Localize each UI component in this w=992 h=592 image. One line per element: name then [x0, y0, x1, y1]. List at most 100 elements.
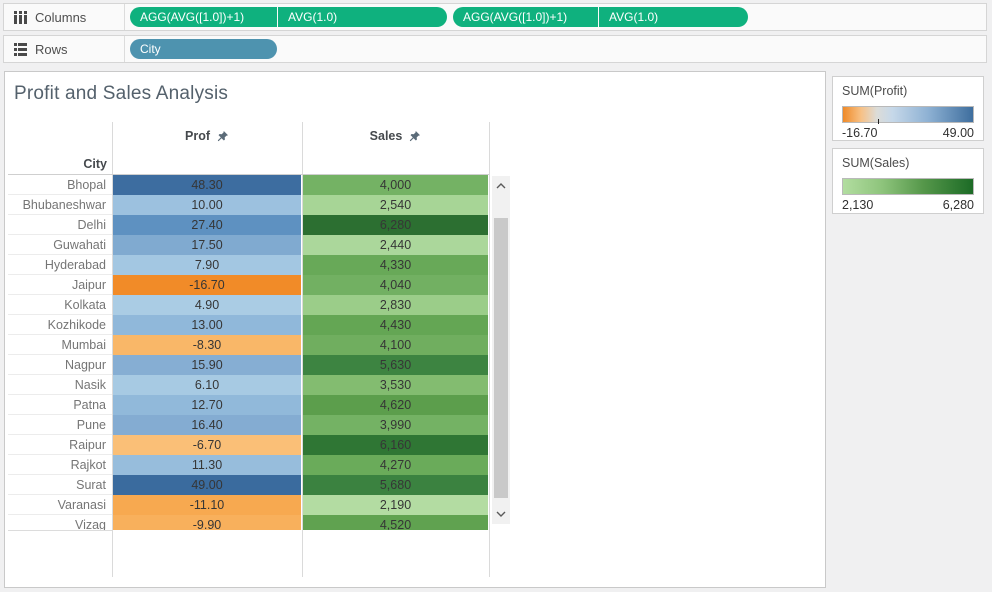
sales-cell[interactable]: 2,540	[303, 195, 488, 215]
sales-cell[interactable]: 2,830	[303, 295, 488, 315]
row-label-city[interactable]: Jaipur	[8, 275, 112, 295]
table-row: Surat 49.00 5,680	[8, 475, 489, 495]
profit-cell[interactable]: 6.10	[113, 375, 301, 395]
profit-cell[interactable]: -9.90	[113, 515, 301, 530]
row-dimension-header[interactable]: City	[83, 157, 107, 171]
table-row: Patna 12.70 4,620	[8, 395, 489, 415]
sales-legend-min: 2,130	[842, 198, 874, 212]
sales-legend-title: SUM(Sales)	[842, 156, 910, 170]
sales-cell[interactable]: 4,430	[303, 315, 488, 335]
sales-cell[interactable]: 4,040	[303, 275, 488, 295]
profit-cell[interactable]: 15.90	[113, 355, 301, 375]
row-label-city[interactable]: Vizag	[8, 515, 112, 531]
worksheet-canvas: Profit and Sales Analysis Prof Sales Cit…	[4, 71, 826, 588]
rows-shelf-text: Rows	[35, 41, 68, 57]
columns-shelf[interactable]: Columns AGG(AVG([1.0])+1) AVG(1.0) AGG(A…	[3, 3, 987, 31]
pin-icon[interactable]	[408, 130, 421, 143]
profit-cell[interactable]: 48.30	[113, 175, 301, 195]
row-label-city[interactable]: Delhi	[8, 215, 112, 235]
profit-cell[interactable]: 27.40	[113, 215, 301, 235]
profit-cell[interactable]: 10.00	[113, 195, 301, 215]
sales-cell[interactable]: 4,330	[303, 255, 488, 275]
profit-color-legend[interactable]: SUM(Profit) -16.70 49.00	[832, 76, 984, 141]
profit-cell[interactable]: 49.00	[113, 475, 301, 495]
row-label-city[interactable]: Kozhikode	[8, 315, 112, 335]
profit-cell[interactable]: -16.70	[113, 275, 301, 295]
vertical-scrollbar[interactable]	[492, 176, 510, 524]
sales-legend-max: 6,280	[942, 198, 974, 212]
column-divider	[489, 122, 490, 577]
table-rows: Bhopal 48.30 4,000 Bhubaneshwar 10.00 2,…	[8, 175, 489, 530]
sales-cell[interactable]: 3,530	[303, 375, 488, 395]
columns-shelf-text: Columns	[35, 9, 87, 25]
row-label-city[interactable]: Guwahati	[8, 235, 112, 255]
row-label-city[interactable]: Kolkata	[8, 295, 112, 315]
sales-cell[interactable]: 6,280	[303, 215, 488, 235]
sales-cell[interactable]: 2,190	[303, 495, 488, 515]
table-row: Kolkata 4.90 2,830	[8, 295, 489, 315]
sales-cell[interactable]: 3,990	[303, 415, 488, 435]
column-header-prof-label: Prof	[185, 129, 210, 143]
table-row: Delhi 27.40 6,280	[8, 215, 489, 235]
sales-cell[interactable]: 4,270	[303, 455, 488, 475]
profit-cell[interactable]: 4.90	[113, 295, 301, 315]
profit-gradient-bar	[842, 106, 974, 124]
scroll-up-button[interactable]	[492, 176, 510, 196]
row-label-city[interactable]: Nagpur	[8, 355, 112, 375]
clip-edge-line	[8, 530, 112, 531]
row-label-city[interactable]: Patna	[8, 395, 112, 415]
columns-shelf-label: Columns	[4, 4, 125, 30]
header-underline	[8, 174, 489, 175]
row-label-city[interactable]: Bhopal	[8, 175, 112, 195]
sales-cell[interactable]: 5,680	[303, 475, 488, 495]
sales-cell[interactable]: 4,520	[303, 515, 488, 530]
table-row: Bhubaneshwar 10.00 2,540	[8, 195, 489, 215]
profit-cell[interactable]: 17.50	[113, 235, 301, 255]
sales-cell[interactable]: 4,620	[303, 395, 488, 415]
pill-agg-avg-1[interactable]: AGG(AVG([1.0])+1)	[130, 7, 277, 27]
column-divider	[302, 122, 303, 577]
column-header-sales[interactable]: Sales	[302, 127, 489, 145]
row-label-city[interactable]: Bhubaneshwar	[8, 195, 112, 215]
sales-cell[interactable]: 4,100	[303, 335, 488, 355]
sales-cell[interactable]: 5,630	[303, 355, 488, 375]
rows-shelf-label: Rows	[4, 36, 125, 62]
profit-legend-title: SUM(Profit)	[842, 84, 908, 98]
column-header-prof[interactable]: Prof	[112, 127, 302, 145]
profit-cell[interactable]: -8.30	[113, 335, 301, 355]
pill-city[interactable]: City	[130, 39, 277, 59]
pill-avg-1[interactable]: AVG(1.0)	[278, 7, 447, 27]
profit-cell[interactable]: -6.70	[113, 435, 301, 455]
column-divider	[112, 122, 113, 577]
row-label-city[interactable]: Nasik	[8, 375, 112, 395]
row-label-city[interactable]: Surat	[8, 475, 112, 495]
profit-cell[interactable]: 11.30	[113, 455, 301, 475]
row-label-city[interactable]: Mumbai	[8, 335, 112, 355]
scroll-down-button[interactable]	[492, 504, 510, 524]
row-label-city[interactable]: Pune	[8, 415, 112, 435]
profit-cell[interactable]: 7.90	[113, 255, 301, 275]
sales-cell[interactable]: 4,000	[303, 175, 488, 195]
row-label-city[interactable]: Hyderabad	[8, 255, 112, 275]
row-label-city[interactable]: Varanasi	[8, 495, 112, 515]
pin-icon[interactable]	[216, 130, 229, 143]
sales-cell[interactable]: 2,440	[303, 235, 488, 255]
profit-cell[interactable]: 13.00	[113, 315, 301, 335]
table-row: Guwahati 17.50 2,440	[8, 235, 489, 255]
profit-legend-max: 49.00	[942, 126, 974, 140]
profit-cell[interactable]: 16.40	[113, 415, 301, 435]
pill-avg-2[interactable]: AVG(1.0)	[599, 7, 748, 27]
profit-cell[interactable]: 12.70	[113, 395, 301, 415]
table-row: Jaipur -16.70 4,040	[8, 275, 489, 295]
table-row: Mumbai -8.30 4,100	[8, 335, 489, 355]
sales-color-legend[interactable]: SUM(Sales) 2,130 6,280	[832, 148, 984, 214]
profit-cell[interactable]: -11.10	[113, 495, 301, 515]
column-header-sales-label: Sales	[369, 129, 403, 143]
rows-shelf[interactable]: Rows City	[3, 35, 987, 63]
pill-agg-avg-2[interactable]: AGG(AVG([1.0])+1)	[453, 7, 598, 27]
viz-title: Profit and Sales Analysis	[14, 83, 229, 104]
scrollbar-thumb[interactable]	[494, 218, 508, 498]
row-label-city[interactable]: Rajkot	[8, 455, 112, 475]
sales-cell[interactable]: 6,160	[303, 435, 488, 455]
row-label-city[interactable]: Raipur	[8, 435, 112, 455]
